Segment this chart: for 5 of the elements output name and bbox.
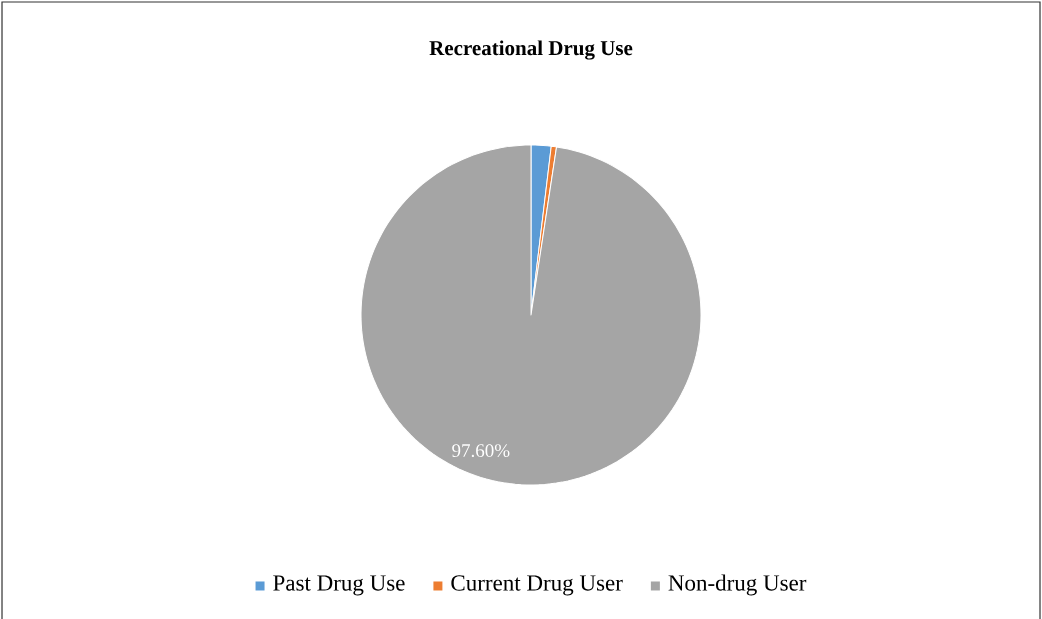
legend-label: Non-drug User <box>668 574 807 596</box>
chart-title: Recreational Drug Use <box>429 40 633 60</box>
data-label: 97.60% <box>452 444 510 458</box>
legend-label: Current Drug User <box>451 575 623 596</box>
legend-label: Past Drug Use <box>273 575 405 596</box>
